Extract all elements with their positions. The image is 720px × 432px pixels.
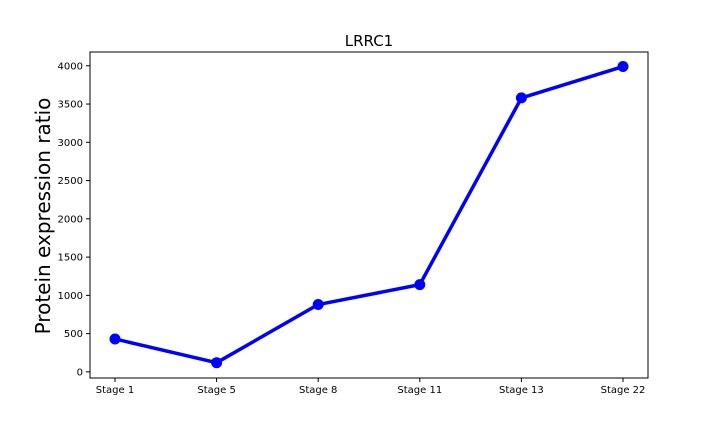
- x-tick-label: Stage 5: [197, 385, 235, 396]
- y-tick-label: 2500: [58, 176, 83, 187]
- x-tick-label: Stage 8: [299, 385, 337, 396]
- data-point: [617, 61, 629, 73]
- x-axis: Stage 1 Stage 5 Stage 8 Stage 11 Stage 13 Sta…: [96, 378, 646, 396]
- y-tick-label: 0: [77, 367, 83, 378]
- data-point: [414, 279, 426, 291]
- plot-frame: [89, 51, 649, 379]
- chart-title: LRRC1: [345, 32, 393, 50]
- y-tick-label: 1000: [58, 291, 83, 302]
- data-point: [312, 299, 324, 311]
- x-tick-label: Stage 1: [96, 385, 134, 396]
- x-tick-label: Stage 11: [397, 385, 442, 396]
- y-tick-label: 1500: [58, 253, 83, 264]
- y-tick-label: 2000: [58, 214, 83, 225]
- x-tick-label: Stage 13: [499, 385, 544, 396]
- data-point: [109, 333, 121, 345]
- y-tick-label: 3000: [58, 138, 83, 149]
- y-axis-label: Protein expression ratio: [31, 98, 55, 335]
- series-group: [109, 61, 629, 369]
- series-line: [114, 64, 624, 365]
- data-point: [515, 92, 527, 104]
- y-tick-label: 4000: [58, 61, 83, 72]
- data-point: [211, 357, 223, 369]
- y-tick-label: 500: [64, 329, 83, 340]
- y-axis: 0 500 1000 1500 2000 2500 3000 3500 4000: [58, 61, 90, 378]
- y-tick-label: 3500: [58, 100, 83, 111]
- x-tick-label: Stage 22: [601, 385, 646, 396]
